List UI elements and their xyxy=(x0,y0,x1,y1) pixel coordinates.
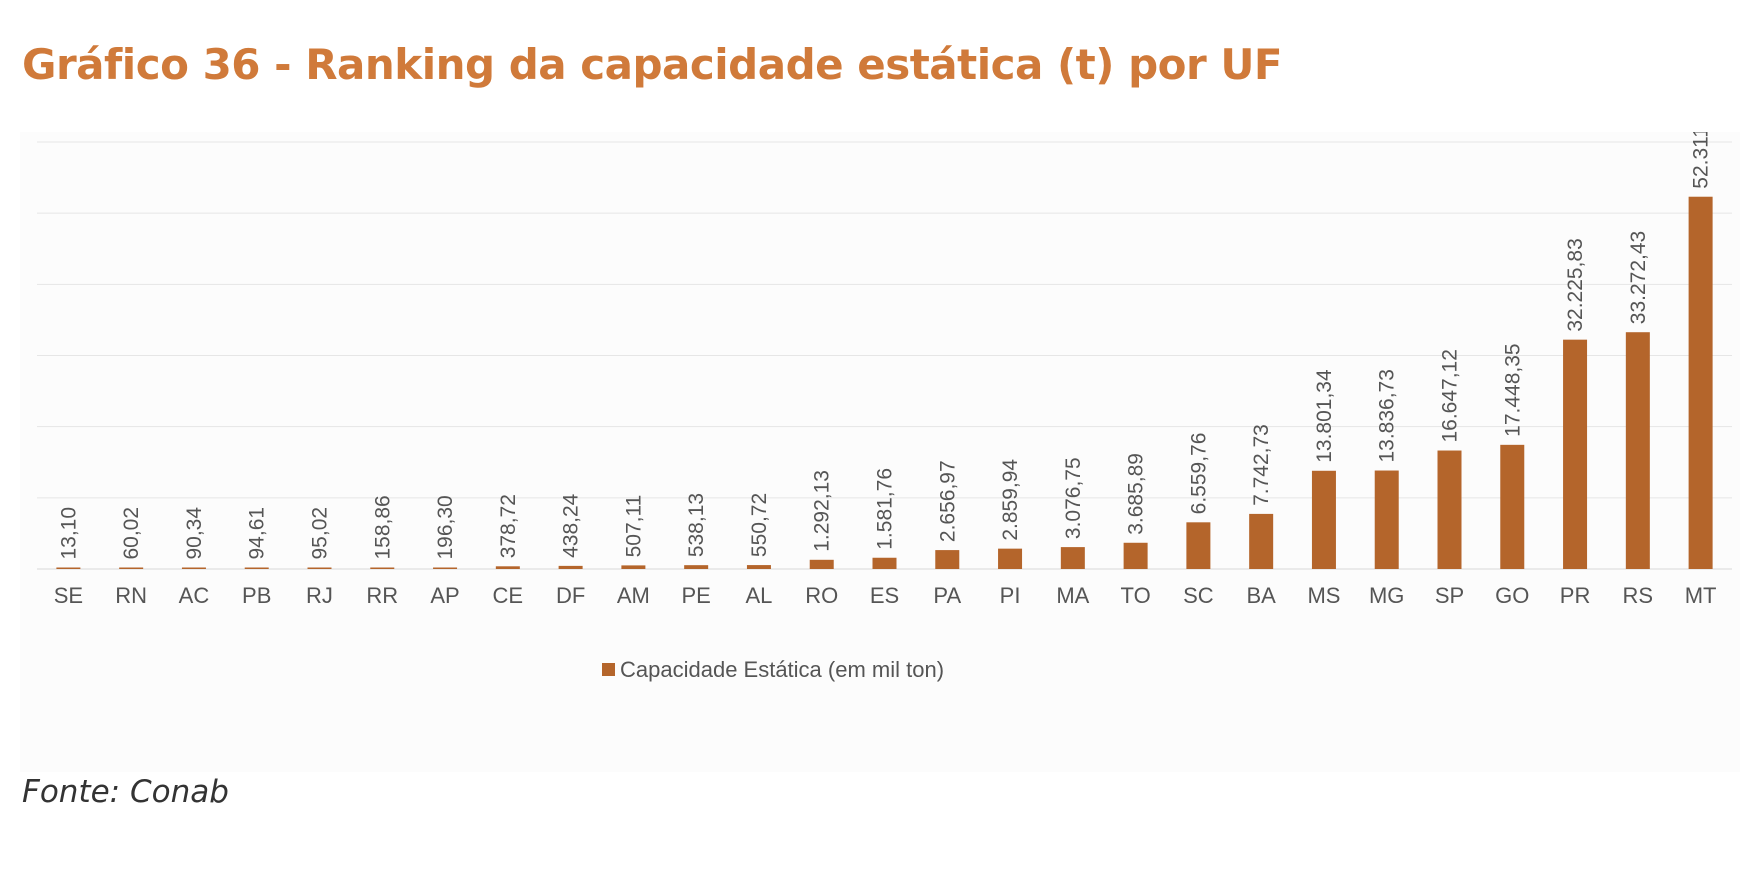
data-label-rn: 60,02 xyxy=(120,507,143,560)
category-label-pa: PA xyxy=(933,583,961,608)
data-label-es: 1.581,76 xyxy=(874,468,897,550)
category-label-pe: PE xyxy=(681,583,710,608)
data-labels: 13,10 60,02 90,34 94,61 95,02 158,86 196,30 378… xyxy=(57,132,1712,560)
legend-swatch xyxy=(602,663,615,676)
data-label-sc: 6.559,76 xyxy=(1187,433,1210,515)
bar-ce xyxy=(495,566,520,569)
bar-mt xyxy=(1688,196,1713,569)
bar-pr xyxy=(1563,339,1588,569)
category-label-rr: RR xyxy=(366,583,398,608)
bar-se xyxy=(56,567,81,569)
category-label-rs: RS xyxy=(1623,583,1654,608)
bar-es xyxy=(872,557,897,569)
legend: Capacidade Estática (em mil ton) xyxy=(602,657,944,682)
bar-ma xyxy=(1060,547,1085,569)
bar-pe xyxy=(684,565,709,569)
category-label-ma: MA xyxy=(1056,583,1089,608)
category-label-sp: SP xyxy=(1435,583,1464,608)
data-label-am: 507,11 xyxy=(622,495,645,558)
category-labels: SE RN AC PB RJ RR AP CE DF AM PE AL RO ES PA PI MA TO SC BA… xyxy=(54,583,1717,608)
data-label-pa: 2.656,97 xyxy=(936,460,959,542)
bar-ap xyxy=(433,567,458,569)
category-label-df: DF xyxy=(556,583,585,608)
data-label-ap: 196,30 xyxy=(434,495,457,559)
data-label-pe: 538,13 xyxy=(685,493,708,557)
data-label-go: 17.448,35 xyxy=(1501,343,1524,436)
category-label-pr: PR xyxy=(1560,583,1591,608)
data-label-pb: 94,61 xyxy=(246,507,269,560)
category-label-ro: RO xyxy=(805,583,838,608)
category-label-mt: MT xyxy=(1685,583,1717,608)
bar-pa xyxy=(935,550,960,569)
bar-al xyxy=(746,565,771,569)
legend-label: Capacidade Estática (em mil ton) xyxy=(620,657,944,682)
data-label-ce: 378,72 xyxy=(497,494,520,558)
data-label-rs: 33.272,43 xyxy=(1627,231,1650,324)
data-label-to: 3.685,89 xyxy=(1125,453,1148,535)
data-label-mg: 13.836,73 xyxy=(1376,369,1399,462)
category-label-ba: BA xyxy=(1246,583,1276,608)
category-label-am: AM xyxy=(617,583,650,608)
data-label-ms: 13.801,34 xyxy=(1313,369,1336,463)
bar-rs xyxy=(1625,332,1650,569)
data-label-rj: 95,02 xyxy=(309,507,332,560)
bars xyxy=(56,196,1713,569)
category-label-rn: RN xyxy=(115,583,147,608)
chart-area: 13,10 60,02 90,34 94,61 95,02 158,86 196,30 378… xyxy=(20,132,1740,772)
bar-ro xyxy=(809,559,834,569)
chart-title: Gráfico 36 - Ranking da capacidade estát… xyxy=(22,40,1283,89)
bar-chart: 13,10 60,02 90,34 94,61 95,02 158,86 196,30 378… xyxy=(37,132,1732,682)
bar-to xyxy=(1123,542,1148,569)
data-label-df: 438,24 xyxy=(560,493,583,558)
category-label-rj: RJ xyxy=(306,583,333,608)
bar-mg xyxy=(1374,470,1399,569)
bar-am xyxy=(621,565,646,569)
data-label-ba: 7.742,73 xyxy=(1250,424,1273,506)
data-label-se: 13,10 xyxy=(57,507,80,560)
category-label-to: TO xyxy=(1121,583,1151,608)
bar-rn xyxy=(119,567,144,569)
category-label-pi: PI xyxy=(1000,583,1021,608)
bar-pb xyxy=(244,567,269,569)
data-label-pi: 2.859,94 xyxy=(999,459,1022,541)
category-label-sc: SC xyxy=(1183,583,1214,608)
data-label-ac: 90,34 xyxy=(183,507,206,560)
category-label-ce: CE xyxy=(493,583,524,608)
bar-go xyxy=(1500,444,1525,569)
source-note: Fonte: Conab xyxy=(22,774,229,810)
bar-sp xyxy=(1437,450,1462,569)
bar-ba xyxy=(1249,513,1274,569)
category-label-ms: MS xyxy=(1307,583,1340,608)
category-label-ap: AP xyxy=(430,583,459,608)
bar-sc xyxy=(1186,522,1211,569)
category-label-se: SE xyxy=(54,583,83,608)
data-label-al: 550,72 xyxy=(748,493,771,557)
data-label-rr: 158,86 xyxy=(371,495,394,559)
bar-pi xyxy=(998,548,1023,569)
bar-ac xyxy=(181,567,206,569)
category-label-es: ES xyxy=(870,583,899,608)
data-label-mt: 52.311,20 xyxy=(1690,132,1713,189)
data-label-ro: 1.292,13 xyxy=(811,470,834,552)
bar-rj xyxy=(307,567,332,569)
data-label-sp: 16.647,12 xyxy=(1439,349,1462,442)
category-label-pb: PB xyxy=(242,583,271,608)
category-label-al: AL xyxy=(745,583,772,608)
category-label-ac: AC xyxy=(179,583,210,608)
data-label-pr: 32.225,83 xyxy=(1564,238,1587,331)
bar-ms xyxy=(1311,470,1336,569)
category-label-go: GO xyxy=(1495,583,1529,608)
bar-rr xyxy=(370,567,395,569)
category-label-mg: MG xyxy=(1369,583,1404,608)
bar-df xyxy=(558,565,583,569)
data-label-ma: 3.076,75 xyxy=(1062,457,1085,539)
